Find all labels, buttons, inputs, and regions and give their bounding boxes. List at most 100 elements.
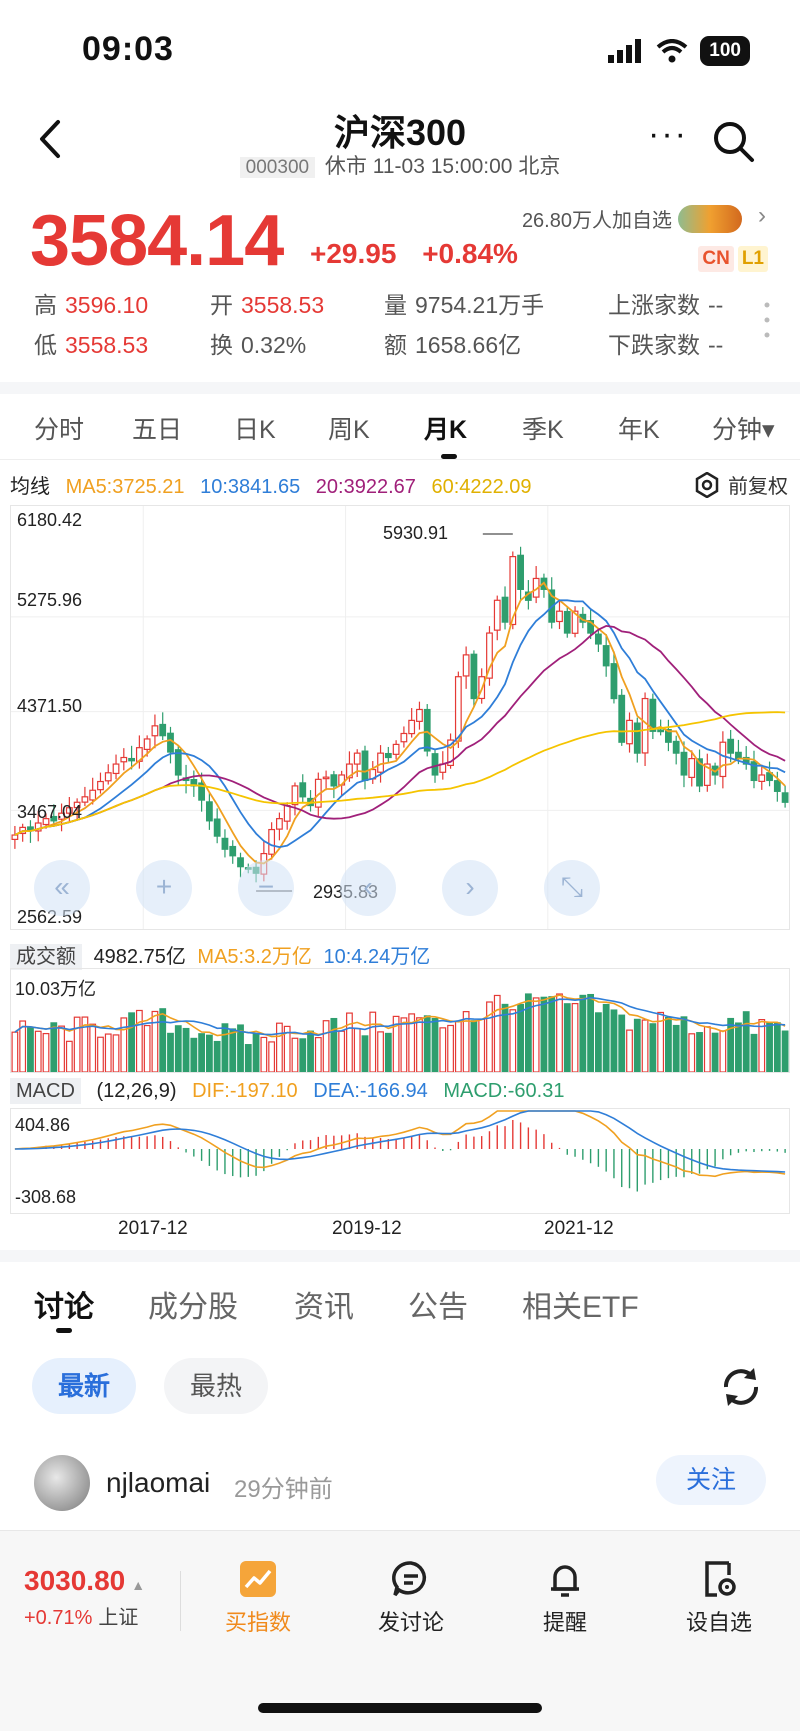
refresh-icon[interactable] xyxy=(718,1364,764,1410)
zoom-in-icon[interactable]: + xyxy=(136,860,192,916)
add-watchlist-button[interactable]: 设自选 xyxy=(664,1559,774,1637)
post-header: njlaomai 29分钟前 关注 xyxy=(0,1455,800,1525)
followers-link[interactable]: 26.80万人加自选 xyxy=(522,204,742,233)
candle-up xyxy=(688,758,696,779)
candle-down xyxy=(431,753,439,776)
candle-up xyxy=(408,719,416,735)
alert-button[interactable]: 提醒 xyxy=(510,1559,620,1637)
zoom-out-icon[interactable]: − xyxy=(238,860,294,916)
tab-intraday[interactable]: 分时 xyxy=(34,416,85,444)
adjust-label: 前复权 xyxy=(728,476,788,498)
candle-up xyxy=(151,725,159,737)
play-icon[interactable]: ‹ xyxy=(340,860,396,916)
buy-index-button[interactable]: 买指数 xyxy=(203,1559,313,1637)
candle-up xyxy=(377,752,384,773)
macd-chart[interactable]: 404.86 -308.68 xyxy=(10,1108,790,1214)
volume-bar-up xyxy=(626,1029,633,1073)
rewind-icon[interactable]: « xyxy=(34,860,90,916)
post-discussion-button[interactable]: 发讨论 xyxy=(356,1559,466,1637)
l1-badge[interactable]: L1 xyxy=(737,246,768,272)
candle-up xyxy=(571,610,579,634)
volume-ma5: MA5:3.2万亿 xyxy=(197,946,312,968)
volume-bar-down xyxy=(307,1030,314,1073)
toolbar-divider xyxy=(180,1571,181,1631)
candle-down xyxy=(735,751,742,760)
search-icon[interactable] xyxy=(710,118,756,164)
follow-button[interactable]: 关注 xyxy=(656,1455,766,1505)
sh-index-name: 上证 xyxy=(98,1607,139,1629)
macd-params: (12,26,9) xyxy=(96,1080,177,1102)
x-tick-label: 2021-12 xyxy=(544,1218,614,1239)
volume-max-label: 10.03万亿 xyxy=(15,979,97,999)
candle-up xyxy=(268,828,276,855)
candle-down xyxy=(213,818,221,837)
volume-bar-down xyxy=(735,1022,742,1073)
more-button[interactable]: ··· xyxy=(648,115,688,153)
tab-daily-k[interactable]: 日K xyxy=(234,416,276,444)
status-bar: 09:03 100 xyxy=(0,0,800,100)
volume-bar-down xyxy=(182,1027,190,1073)
volume-bar-down xyxy=(252,1033,260,1073)
quote-panel: 3584.14 +29.95 +0.84% 26.80万人加自选 › CN L1… xyxy=(0,196,800,376)
stat-amount: 额 1658.66亿 xyxy=(384,326,521,360)
macd-top-label: 404.86 xyxy=(15,1115,71,1135)
tab-constituents[interactable]: 成分股 xyxy=(148,1291,238,1324)
candle-down xyxy=(229,845,237,857)
volume-bar-down xyxy=(594,1012,602,1073)
volume-bar-up xyxy=(268,1041,276,1073)
volume-bar-down xyxy=(517,1003,524,1073)
volume-bar-up xyxy=(135,1009,143,1073)
volume-bar-up xyxy=(478,1018,486,1073)
filter-latest[interactable]: 最新 xyxy=(32,1358,137,1414)
candle-up xyxy=(416,708,423,722)
avatar[interactable] xyxy=(34,1455,90,1511)
adjust-setting[interactable]: 前复权 xyxy=(694,470,788,499)
tab-announcements[interactable]: 公告 xyxy=(408,1291,468,1324)
candle-down xyxy=(361,750,369,782)
market-badges: CN L1 xyxy=(698,246,768,272)
candle-up xyxy=(34,822,42,832)
tab-related-etf[interactable]: 相关ETF xyxy=(522,1291,639,1324)
chevron-right-icon[interactable]: › xyxy=(758,202,766,229)
candle-up xyxy=(556,610,563,623)
ma5-line xyxy=(14,581,786,865)
volume-indicator-tag[interactable]: 成交额 xyxy=(10,944,82,970)
tab-news[interactable]: 资讯 xyxy=(294,1291,354,1324)
volume-bar-up xyxy=(58,1025,65,1073)
volume-chart[interactable]: 10.03万亿 xyxy=(10,968,790,1073)
volume-bar-down xyxy=(649,1023,657,1073)
tab-discussion[interactable]: 讨论 xyxy=(34,1291,94,1324)
filter-hot[interactable]: 最热 xyxy=(164,1358,269,1414)
candle-up xyxy=(462,654,470,677)
kline-chart[interactable]: 6180.42 5275.96 4371.50 3467.04 2562.59 … xyxy=(10,505,790,930)
candle-up xyxy=(42,818,50,826)
tab-yearly-k[interactable]: 年K xyxy=(618,416,660,444)
high-value: 3596.10 xyxy=(65,292,149,318)
vertical-dots-icon[interactable] xyxy=(764,300,770,340)
volume-bar-up xyxy=(439,1027,447,1073)
candle-up xyxy=(143,738,151,751)
volume-bar-up xyxy=(377,1031,384,1073)
post-username[interactable]: njlaomai xyxy=(106,1467,211,1498)
candle-down xyxy=(299,782,307,798)
tab-five-day[interactable]: 五日 xyxy=(132,416,183,444)
volume-bar-up xyxy=(143,1024,151,1073)
volume-bar-down xyxy=(198,1033,206,1073)
sh-index-quote[interactable]: 3030.80 ▲ +0.71% 上证 xyxy=(24,1565,145,1630)
tab-indicator xyxy=(441,454,457,459)
back-icon[interactable] xyxy=(28,114,78,164)
volume-ma10: 10:4.24万亿 xyxy=(323,946,431,968)
volume-bar-up xyxy=(703,1026,711,1073)
tab-quarterly-k[interactable]: 季K xyxy=(522,416,564,444)
tab-weekly-k[interactable]: 周K xyxy=(328,416,370,444)
tab-monthly-k[interactable]: 月K xyxy=(424,416,468,444)
candle-down xyxy=(384,752,392,759)
forward-icon[interactable]: › xyxy=(442,860,498,916)
fullscreen-icon[interactable]: ⤡ xyxy=(544,860,600,916)
volume-bar-up xyxy=(486,1001,493,1073)
candle-up xyxy=(11,834,19,840)
volume-bar-up xyxy=(120,1017,128,1073)
volume-amount: 4982.75亿 xyxy=(93,946,186,968)
tab-minute[interactable]: 分钟▾ xyxy=(712,416,775,444)
macd-indicator-tag[interactable]: MACD xyxy=(10,1078,81,1104)
